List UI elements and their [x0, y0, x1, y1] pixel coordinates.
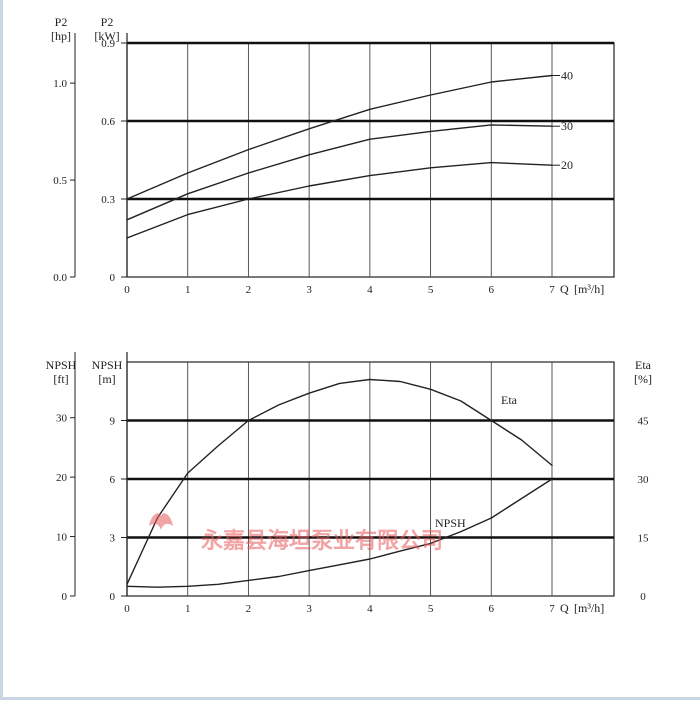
series-line: [126, 74, 553, 200]
outer-tick-label: 0.0: [53, 272, 67, 284]
series-label: Eta: [501, 393, 518, 407]
series-line: [126, 478, 553, 588]
outer-tick-label: 0: [62, 591, 68, 603]
x-tick-label: 7: [549, 603, 555, 615]
power-chart: 0 1 2 3 4 5 6 7 Q [m³/h]00.30.60.9P2[kW]0.00.51.0…: [51, 15, 615, 296]
x-tick-label: 6: [489, 284, 495, 296]
company-name: 永嘉县海坦泵业有限公司: [201, 528, 443, 554]
x-axis-unit: [m³/h]: [574, 282, 604, 296]
npsh-eta-chart: 0 1 2 3 4 5 6 7 Q [m³/h]0369NPSH[m]0102030NPSH[ft…: [46, 352, 652, 615]
right-tick-label: 45: [638, 416, 650, 428]
outer-tick-label: 0.5: [53, 175, 67, 187]
x-tick-label: 5: [428, 284, 434, 296]
plot-frame: [126, 42, 615, 278]
series-line: [126, 124, 553, 221]
left-tick-label: 0.6: [101, 116, 115, 128]
x-axis-label: Q: [560, 282, 569, 296]
right-tick-label: 0: [640, 591, 646, 603]
series-label: 30: [561, 119, 573, 133]
outer-tick-label: 20: [56, 472, 68, 484]
left-axis-label: NPSH: [92, 358, 123, 372]
series-line: [126, 378, 553, 585]
outer-axis-unit: [ft]: [53, 372, 68, 386]
outer-axis-label: P2: [55, 15, 68, 29]
x-tick-label: 3: [306, 284, 312, 296]
x-tick-label: 0: [124, 284, 130, 296]
series-label: NPSH: [435, 516, 466, 530]
x-tick-label: 4: [367, 284, 373, 296]
left-tick-label: 0: [110, 591, 116, 603]
x-tick-label: 0: [124, 603, 130, 615]
right-tick-label: 30: [638, 474, 650, 486]
x-tick-label: 1: [185, 284, 191, 296]
right-tick-label: 15: [638, 533, 650, 545]
x-axis-unit: [m³/h]: [574, 601, 604, 615]
outer-axis-unit: [hp]: [51, 29, 71, 43]
x-axis-label: Q: [560, 601, 569, 615]
right-axis-label: Eta: [635, 358, 652, 372]
x-tick-label: 6: [489, 603, 495, 615]
company-watermark: 永嘉县海坦泵业有限公司: [149, 513, 443, 554]
x-tick-label: 7: [549, 284, 555, 296]
right-axis-unit: [%]: [634, 372, 652, 386]
x-tick-label: 2: [246, 284, 252, 296]
x-tick-label: 3: [306, 603, 312, 615]
left-tick-label: 0: [110, 272, 116, 284]
x-tick-label: 4: [367, 603, 373, 615]
left-axis-label: P2: [101, 15, 114, 29]
left-tick-label: 6: [110, 474, 116, 486]
left-axis-unit: [kW]: [94, 29, 119, 43]
outer-tick-label: 30: [56, 413, 68, 425]
left-tick-label: 0.3: [101, 194, 115, 206]
series-label: 40: [561, 69, 573, 83]
left-tick-label: 9: [110, 416, 116, 428]
left-tick-label: 0.9: [101, 38, 115, 50]
outer-axis-label: NPSH: [46, 358, 77, 372]
x-tick-label: 1: [185, 603, 191, 615]
x-tick-label: 2: [246, 603, 252, 615]
x-tick-label: 5: [428, 603, 434, 615]
pump-curves-svg: 0 1 2 3 4 5 6 7 Q [m³/h]00.30.60.9P2[kW]0.00.51.0…: [46, 15, 652, 615]
series-line: [126, 161, 553, 239]
left-axis-unit: [m]: [98, 372, 115, 386]
outer-tick-label: 1.0: [53, 78, 67, 90]
company-logo-icon: [149, 513, 173, 530]
left-tick-label: 3: [110, 533, 116, 545]
outer-tick-label: 10: [56, 532, 68, 544]
series-label: 20: [561, 158, 573, 172]
